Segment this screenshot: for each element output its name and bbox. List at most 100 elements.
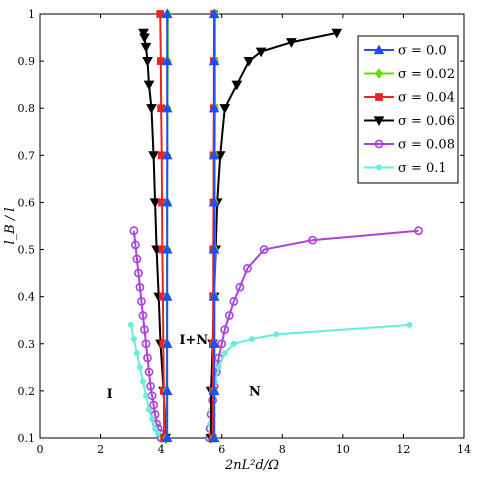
data-point <box>146 381 155 391</box>
data-point <box>132 254 142 264</box>
y-tick-label: 0.7 <box>18 149 36 162</box>
legend-entry: σ = 0.1 <box>364 161 447 176</box>
data-point <box>243 263 252 273</box>
data-point <box>161 244 173 254</box>
y-tick-label: 1 <box>28 8 35 21</box>
data-point <box>273 331 280 338</box>
data-point <box>208 338 220 348</box>
data-point <box>414 226 423 236</box>
data-point <box>146 406 153 413</box>
y-tick-label: 0.6 <box>18 196 36 209</box>
data-point <box>161 55 173 66</box>
y-tick-label: 0.5 <box>18 244 36 257</box>
data-point <box>148 151 159 161</box>
data-point <box>208 55 220 66</box>
legend-entry: σ = 0.02 <box>364 67 455 82</box>
data-point <box>156 10 165 18</box>
series-line <box>159 13 166 439</box>
data-point <box>249 336 255 343</box>
data-point <box>375 93 383 101</box>
data-point <box>208 102 220 113</box>
x-tick-label: 6 <box>218 443 225 456</box>
data-point <box>208 196 220 207</box>
x-tick-label: 2 <box>97 443 104 456</box>
data-point <box>255 47 267 58</box>
series-line <box>132 230 163 439</box>
data-point <box>208 149 220 160</box>
x-tick-label: 0 <box>37 443 44 456</box>
data-point <box>406 321 413 328</box>
legend-label: σ = 0.08 <box>398 138 455 153</box>
data-point <box>220 325 230 335</box>
data-point <box>130 336 137 343</box>
data-point <box>235 282 245 292</box>
data-point <box>208 291 220 301</box>
data-point <box>144 367 154 377</box>
data-point <box>161 8 173 19</box>
data-point <box>331 28 343 39</box>
x-tick-label: 8 <box>279 443 286 456</box>
legend-label: σ = 0.1 <box>398 161 447 176</box>
data-point <box>155 430 162 437</box>
series-group <box>127 8 423 444</box>
x-tick-label: 4 <box>158 443 165 456</box>
data-point <box>138 28 149 39</box>
data-point <box>229 296 239 306</box>
y-tick-label: 0.2 <box>18 385 36 398</box>
data-point <box>143 80 155 91</box>
data-point <box>373 44 385 55</box>
annotations: I I+N N <box>107 333 261 402</box>
data-point <box>146 104 157 114</box>
data-point <box>208 385 220 395</box>
data-point <box>221 350 228 357</box>
data-point <box>373 116 385 127</box>
data-point <box>136 364 143 371</box>
legend-label: σ = 0.06 <box>398 114 455 129</box>
data-point <box>161 432 173 443</box>
x-tick-label: 10 <box>336 443 350 456</box>
data-point <box>208 8 220 19</box>
y-tick-label: 0.3 <box>18 338 36 351</box>
y-tick-label: 0.1 <box>18 432 36 445</box>
data-point <box>133 350 140 357</box>
data-point <box>140 42 152 53</box>
data-point <box>215 364 222 371</box>
series-0 <box>161 8 220 443</box>
data-point <box>149 198 161 208</box>
data-point <box>138 311 148 320</box>
x-axis-label: 2nL²d/Ω <box>224 458 279 473</box>
y-tick-label: 0.9 <box>18 55 36 68</box>
legend-label: σ = 0.02 <box>398 67 455 82</box>
data-point <box>140 325 149 335</box>
legend-entry: σ = 0.08 <box>364 138 455 153</box>
data-point <box>243 57 255 67</box>
data-point <box>224 311 234 320</box>
data-point <box>308 235 317 245</box>
data-point <box>230 340 237 347</box>
data-point <box>139 378 146 385</box>
data-point <box>152 425 159 432</box>
region-label: I <box>107 387 113 402</box>
data-point <box>143 392 149 399</box>
x-tick-label: 14 <box>457 443 471 456</box>
data-point <box>376 164 382 171</box>
data-point <box>375 68 383 79</box>
data-point <box>142 57 153 67</box>
data-point <box>149 416 156 423</box>
data-point <box>259 245 269 254</box>
data-point <box>149 400 158 410</box>
legend-label: σ = 0.0 <box>398 44 447 59</box>
data-point <box>129 226 139 236</box>
data-point <box>161 196 173 207</box>
data-point <box>130 240 140 250</box>
data-point <box>127 321 134 328</box>
legend-box <box>357 35 459 184</box>
legend-entry: σ = 0.04 <box>364 91 455 106</box>
data-point <box>208 244 220 254</box>
legend-entry: σ = 0.0 <box>364 44 447 59</box>
data-point <box>219 104 231 114</box>
data-point <box>374 139 384 149</box>
data-point <box>286 38 297 48</box>
region-label: I+N <box>179 333 208 348</box>
